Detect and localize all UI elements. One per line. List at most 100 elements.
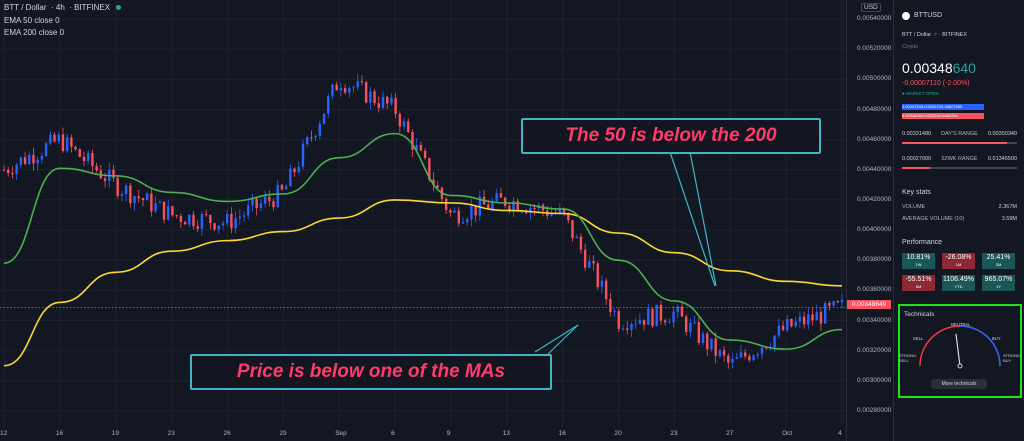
performance-cell[interactable]: 10.81% 1W [902,253,935,269]
candle-body [807,314,810,325]
time-tick: Sep [335,430,347,437]
candle-body [364,82,368,103]
gauge-strong-buy-label: STRONG BUY [1003,353,1021,363]
candle-body [588,261,591,268]
candle-body [255,198,258,209]
candle-body [200,214,204,229]
wk-label: 52WK RANGE [941,156,978,162]
external-link-icon[interactable]: ↗ [932,32,938,38]
candle-body [600,280,604,287]
price-change: -0.00007110 (-2.00%) [902,80,970,87]
candle-body [474,205,477,216]
time-tick: 29 [279,430,287,437]
candle-body [310,137,313,139]
candle-body [508,205,511,210]
candle-body [819,312,823,324]
candle-body [718,350,722,356]
candle-body [752,355,755,361]
performance-period: 1M [955,262,962,267]
currency-selector[interactable]: USD [861,3,881,12]
candle-body [234,218,237,229]
candle-body [129,185,132,204]
candle-body [19,157,23,165]
symbol-details-panel: BTTUSD BTT / Dollar ↗ · BITFINEX Crypto … [893,0,1024,441]
candle-body [230,213,233,229]
candle-body [280,185,284,190]
candle-body [259,203,263,209]
price-tick: 0.00380000 [857,256,892,264]
candle-body [158,201,162,203]
candle-body [760,347,764,355]
candle-body [65,137,69,152]
gauge-buy-label: BUY [992,336,1001,341]
candle-body [773,335,776,348]
chart-area[interactable]: BTT / Dollar · 4h · BITFINEX EMA 50 clos… [0,0,893,441]
annotation-bottom: Price is below one of the MAs [190,354,552,390]
candle-body [562,208,566,213]
volume-row: VOLUME 2.367M [902,204,1017,210]
performance-period: 1Y [996,284,1001,289]
time-tick: 6 [391,430,395,437]
price-axis[interactable]: 0.00540000 0.00520000 0.00500000 0.00480000… [846,0,894,441]
legend-ema200[interactable]: EMA 200 close 0 [4,28,65,37]
time-tick: 4 [838,430,842,437]
candle-body [802,316,806,325]
gauge-neutral-label: NEUTRAL [951,322,971,327]
panel-symbol[interactable]: BTTUSD [914,12,942,19]
candle-body [32,154,35,164]
price-tick: 0.00300000 [857,376,892,384]
annotation-bottom-pointer [547,324,579,355]
candle-body [137,196,140,199]
candle-body [731,358,734,363]
candle-body [659,304,663,321]
performance-cell[interactable]: -26.08% 1M [942,253,975,269]
time-tick: 23 [167,430,175,437]
market-status-text: MARKET OPEN [905,91,939,96]
52wk-range-bar [902,167,1017,169]
legend-ema50[interactable]: EMA 50 close 0 [4,16,60,25]
candle-body [815,312,818,321]
performance-value: 10.81% [906,254,931,261]
technicals-heading[interactable]: Technicals [904,311,935,318]
candle-body [457,210,460,224]
candle-body [436,185,439,188]
candle-body [609,298,612,313]
performance-cell[interactable]: 965.07% 1Y [982,275,1015,291]
candle-body [701,333,705,343]
candle-body [735,357,738,359]
candle-body [432,179,435,186]
avg-volume-value: 3.59M [1001,216,1017,222]
performance-cell[interactable]: 1106.49% YTD [942,275,975,291]
candle-body [592,261,595,264]
candle-body [377,103,380,108]
candle-body [478,196,482,216]
candle-body [268,196,271,202]
candle-body [676,306,679,312]
candle-body [743,352,747,357]
panel-subtitle-row: BTT / Dollar ↗ · BITFINEX [902,32,967,38]
bittorrent-logo-icon [902,12,910,20]
performance-period: 6M [915,284,922,289]
candle-body [167,206,170,220]
performance-cell[interactable]: 25.41% 3M [982,253,1015,269]
price-tick: 0.00540000 [857,15,892,23]
candle-body [28,154,31,165]
candle-body [794,321,797,327]
gauge-buy-arc [959,325,1001,367]
gauge-needle [955,333,961,367]
candle-body [360,81,364,83]
candle-body [293,168,296,173]
bid-box: 0.00347540×10264723.39627585 [902,104,984,110]
candle-body [655,304,658,327]
candle-body [777,325,781,336]
candle-body [621,328,625,330]
performance-cell[interactable]: -55.51% 6M [902,275,935,291]
candle-body [44,143,48,156]
candle-body [634,323,637,325]
candle-body [550,212,553,216]
more-technicals-button[interactable]: More technicals [931,379,987,389]
candle-body [466,219,469,223]
candle-body [423,150,427,159]
candle-body [583,249,587,268]
candle-body [470,205,473,220]
